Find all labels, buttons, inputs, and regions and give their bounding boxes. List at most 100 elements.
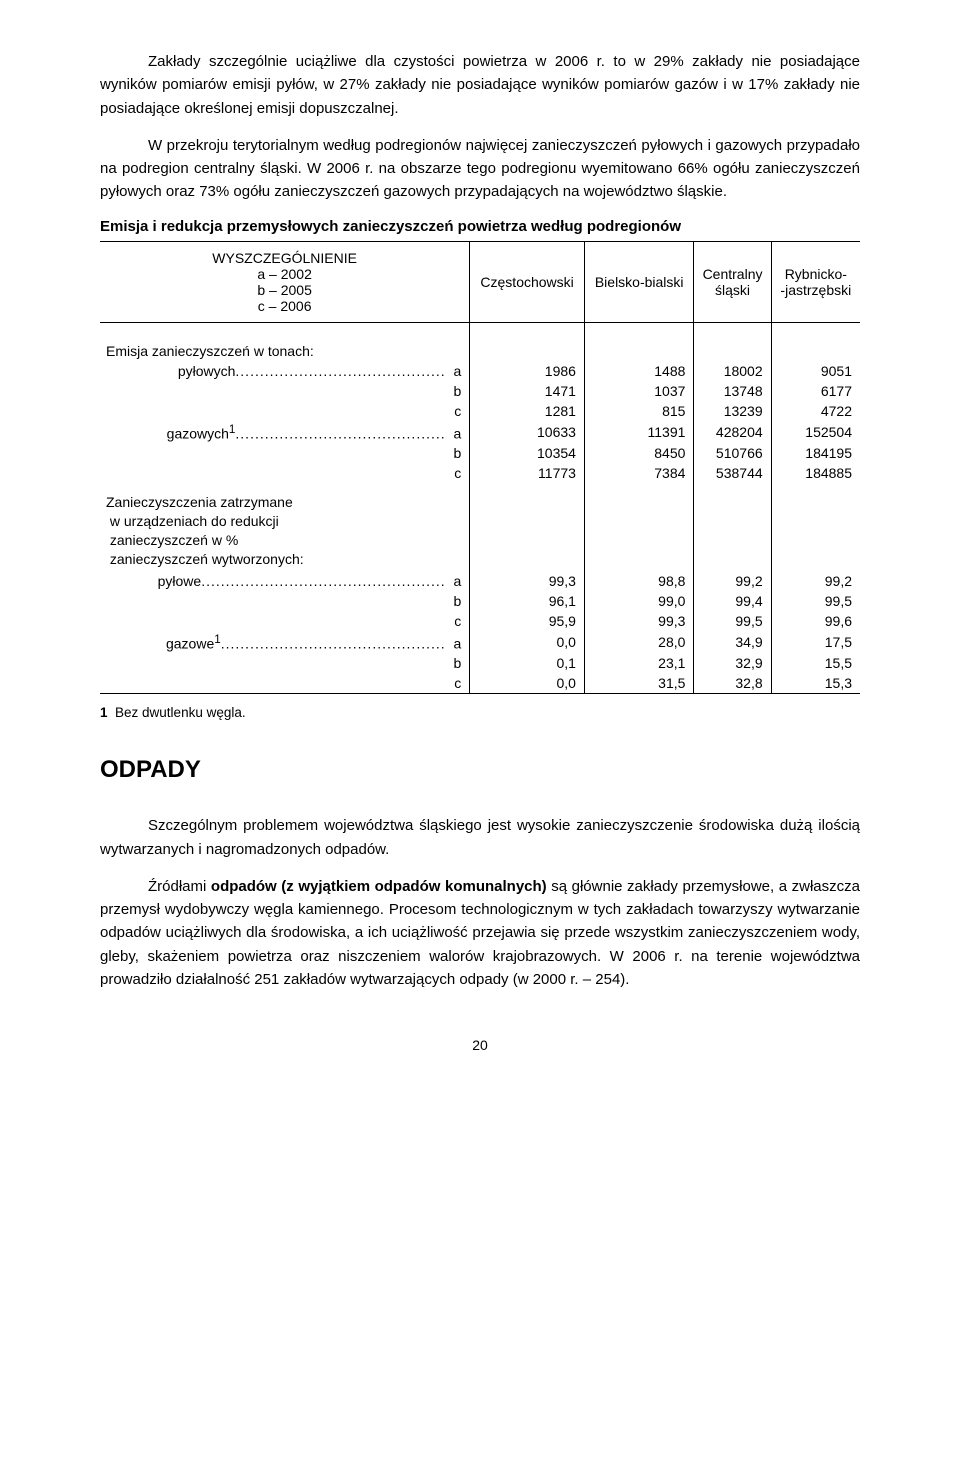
gaz2-text: gazowe — [166, 635, 214, 651]
paragraph-2: W przekroju terytorialnym według podregi… — [100, 134, 860, 204]
spec-l1: WYSZCZEGÓLNIENIE — [212, 250, 357, 266]
page-number: 20 — [100, 1037, 860, 1053]
zan-l4: zanieczyszczeń wytworzonych: — [110, 551, 304, 567]
cell: 99,5 — [771, 591, 860, 611]
cell: 96,1 — [470, 591, 585, 611]
cell: 32,9 — [694, 653, 771, 673]
col-3-l2: śląski — [715, 282, 750, 298]
cell: 99,3 — [584, 611, 693, 631]
zan-head-label: Zanieczyszczenia zatrzymane w urządzenia… — [100, 483, 470, 571]
col-4-l2: -jastrzębski — [780, 282, 851, 298]
cell: 538744 — [694, 463, 771, 483]
table-footnote: 1 Bez dwutlenku węgla. — [100, 702, 860, 720]
zan-l1: Zanieczyszczenia zatrzymane — [106, 494, 293, 510]
row-emis-head: Emisja zanieczyszczeń w tonach: — [100, 333, 860, 361]
row-gaz2-b: b 0,1 23,1 32,9 15,5 — [100, 653, 860, 673]
spec-l4: c – 2006 — [258, 298, 312, 314]
cell: 95,9 — [470, 611, 585, 631]
cell: 99,0 — [584, 591, 693, 611]
cell: 18002 — [694, 361, 771, 381]
pyl-label: pyłowych................................… — [100, 361, 470, 381]
row-gaz-a: gazowych1...............................… — [100, 421, 860, 444]
data-table: WYSZCZEGÓLNIENIE a – 2002 b – 2005 c – 2… — [100, 241, 860, 695]
gaz2-label: gazowe1.................................… — [100, 631, 470, 654]
p4-pre: Źródłami — [148, 878, 211, 895]
paragraph-4: Źródłami odpadów (z wyjątkiem odpadów ko… — [100, 875, 860, 991]
footnote-num: 1 — [100, 705, 108, 720]
cell: 99,2 — [694, 571, 771, 591]
cell: 34,9 — [694, 631, 771, 654]
row-pyl-c: c 1281 815 13239 4722 — [100, 401, 860, 421]
spec-l2: a – 2002 — [257, 266, 312, 282]
cell: 99,2 — [771, 571, 860, 591]
cell: 15,5 — [771, 653, 860, 673]
cell: 11773 — [470, 463, 585, 483]
col-3: Centralny śląski — [694, 241, 771, 322]
cell: 99,4 — [694, 591, 771, 611]
table-header-row: WYSZCZEGÓLNIENIE a – 2002 b – 2005 c – 2… — [100, 241, 860, 322]
cell: 32,8 — [694, 673, 771, 694]
cell: 10633 — [470, 421, 585, 444]
row-gaz2-a: gazowe1.................................… — [100, 631, 860, 654]
paragraph-1: Zakłady szczególnie uciążliwe dla czysto… — [100, 50, 860, 120]
cell: 4722 — [771, 401, 860, 421]
col-spec: WYSZCZEGÓLNIENIE a – 2002 b – 2005 c – 2… — [100, 241, 470, 322]
gaz-text: gazowych — [167, 425, 229, 441]
row-pyl-a: pyłowych................................… — [100, 361, 860, 381]
cell: 99,5 — [694, 611, 771, 631]
dots: ........................................… — [221, 635, 446, 651]
row-gaz-c: c 11773 7384 538744 184885 — [100, 463, 860, 483]
dots: ........................................… — [201, 573, 445, 589]
cell: 8450 — [584, 443, 693, 463]
spec-l3: b – 2005 — [257, 282, 312, 298]
gaz-label: gazowych1...............................… — [100, 421, 470, 444]
cell: 98,8 — [584, 571, 693, 591]
row-gaz-b: b 10354 8450 510766 184195 — [100, 443, 860, 463]
cell: 28,0 — [584, 631, 693, 654]
cell: 0,0 — [470, 673, 585, 694]
pyl-text: pyłowych — [178, 363, 236, 379]
cell: 152504 — [771, 421, 860, 444]
cell: 510766 — [694, 443, 771, 463]
cell: 11391 — [584, 421, 693, 444]
cell: 0,1 — [470, 653, 585, 673]
section-heading-odpady: ODPADY — [100, 756, 860, 784]
cell: 7384 — [584, 463, 693, 483]
cell: 1281 — [470, 401, 585, 421]
cell: 1488 — [584, 361, 693, 381]
pyl2-text: pyłowe — [158, 573, 202, 589]
dots: ........................................… — [235, 363, 445, 379]
row-zan-head: Zanieczyszczenia zatrzymane w urządzenia… — [100, 483, 860, 571]
cell: 13239 — [694, 401, 771, 421]
cell: 13748 — [694, 381, 771, 401]
row-pyl2-b: b 96,1 99,0 99,4 99,5 — [100, 591, 860, 611]
cell: 23,1 — [584, 653, 693, 673]
cell: 31,5 — [584, 673, 693, 694]
row-gaz2-c: c 0,0 31,5 32,8 15,3 — [100, 673, 860, 694]
col-2: Bielsko-bialski — [584, 241, 693, 322]
col-4: Rybnicko- -jastrzębski — [771, 241, 860, 322]
footnote-text: Bez dwutlenku węgla. — [115, 705, 246, 720]
cell: 6177 — [771, 381, 860, 401]
cell: 0,0 — [470, 631, 585, 654]
col-4-l1: Rybnicko- — [785, 266, 847, 282]
cell: 184885 — [771, 463, 860, 483]
dots: ........................................… — [235, 425, 445, 441]
zan-l2: w urządzeniach do redukcji — [110, 513, 279, 529]
cell: 1471 — [470, 381, 585, 401]
cell: 1986 — [470, 361, 585, 381]
col-3-l1: Centralny — [703, 266, 763, 282]
emis-head-label: Emisja zanieczyszczeń w tonach: — [100, 333, 470, 361]
cell: 99,6 — [771, 611, 860, 631]
cell: 10354 — [470, 443, 585, 463]
cell: 15,3 — [771, 673, 860, 694]
cell: 815 — [584, 401, 693, 421]
row-pyl2-c: c 95,9 99,3 99,5 99,6 — [100, 611, 860, 631]
pyl2-label: pyłowe..................................… — [100, 571, 470, 591]
paragraph-3: Szczególnym problemem województwa śląski… — [100, 814, 860, 861]
cell: 1037 — [584, 381, 693, 401]
col-1: Częstochowski — [470, 241, 585, 322]
cell: 9051 — [771, 361, 860, 381]
cell: 428204 — [694, 421, 771, 444]
page: Zakłady szczególnie uciążliwe dla czysto… — [0, 0, 960, 1083]
